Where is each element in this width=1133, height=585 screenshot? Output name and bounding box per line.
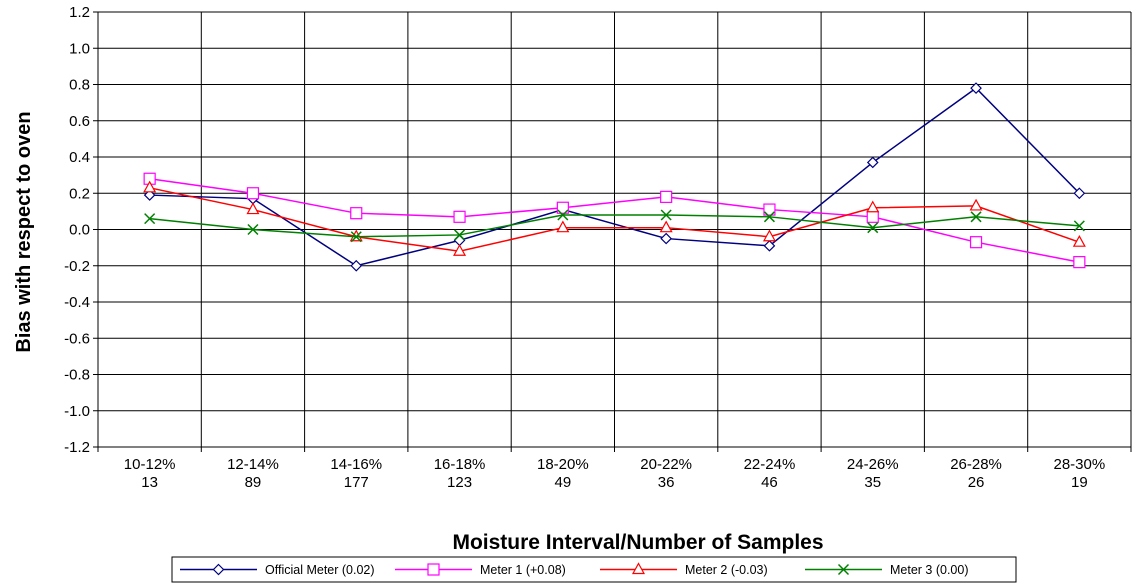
y-tick-label: -0.2 xyxy=(64,258,90,275)
data-point xyxy=(763,211,775,223)
data-point xyxy=(866,200,880,213)
x-tick-label: 26-28% 26 xyxy=(950,456,1002,491)
data-point xyxy=(350,207,363,220)
grid xyxy=(93,11,1132,452)
y-axis-title: Bias with respect to oven xyxy=(13,111,35,352)
x-tick-label: 10-12% 13 xyxy=(124,456,176,491)
x-tick-label: 20-22% 36 xyxy=(640,456,692,491)
data-point xyxy=(247,223,259,236)
y-tick-label: -0.4 xyxy=(64,294,90,311)
y-tick-label: -1.0 xyxy=(64,403,90,420)
y-tick-label: -0.8 xyxy=(64,367,90,384)
x-tick-labels: 10-12% 13 12-14% 89 14-16% 177 16-18% 123 18-20%… xyxy=(124,456,1105,491)
legend-label: Meter 2 (-0.03) xyxy=(685,563,768,577)
legend-label: Meter 3 (0.00) xyxy=(890,563,969,577)
y-tick-label: 1.0 xyxy=(69,40,90,57)
series-2 xyxy=(143,172,1086,269)
legend-marker xyxy=(212,563,225,576)
data-point xyxy=(556,201,569,214)
y-tick-label: 0.0 xyxy=(69,222,90,239)
legend: Official Meter (0.02) Meter 1 (+0.08) Mete… xyxy=(171,556,1017,583)
data-point xyxy=(867,222,879,234)
y-tick-label: -0.6 xyxy=(64,330,90,347)
series-line xyxy=(149,187,1080,253)
data-point xyxy=(1073,220,1085,232)
y-tick-label: -1.2 xyxy=(64,439,90,456)
data-point xyxy=(246,187,260,200)
data-point xyxy=(556,220,570,233)
y-tick-labels: 1.2 1.0 0.8 0.6 0.4 0.2 0.0 -0.2 -0.4 -0.6 -0.8 -1.… xyxy=(64,4,90,456)
data-point xyxy=(970,211,982,223)
x-tick-label: 12-14% 89 xyxy=(227,456,279,491)
data-point xyxy=(1073,256,1086,269)
legend-label: Official Meter (0.02) xyxy=(265,563,375,577)
data-point xyxy=(144,213,156,225)
data-point xyxy=(1073,187,1086,200)
series-line xyxy=(149,178,1080,263)
x-tick-label: 22-24% 46 xyxy=(744,456,796,491)
legend-box xyxy=(171,556,1017,583)
data-point xyxy=(763,203,776,216)
data-point xyxy=(762,229,776,242)
data-point xyxy=(453,244,467,256)
legend-marker xyxy=(631,562,646,575)
x-tick-label: 16-18% 123 xyxy=(434,456,486,491)
series-layer xyxy=(143,82,1086,272)
x-tick-label: 24-26% 35 xyxy=(847,456,899,491)
data-point xyxy=(1072,234,1086,247)
data-point xyxy=(763,239,776,252)
data-point xyxy=(969,236,983,249)
y-tick-label: 1.2 xyxy=(69,4,90,21)
data-point xyxy=(969,198,983,211)
data-point xyxy=(557,209,569,221)
data-point xyxy=(866,156,879,169)
y-tick-label: 0.6 xyxy=(69,113,90,130)
x-axis-title: Moisture Interval/Number of Samples xyxy=(452,531,823,554)
legend-marker xyxy=(837,563,850,576)
y-tick-label: 0.8 xyxy=(69,77,90,94)
series-line xyxy=(149,87,1080,267)
legend-marker xyxy=(427,563,440,576)
x-tick-label: 28-30% 19 xyxy=(1053,456,1105,491)
series-3 xyxy=(143,180,1086,256)
data-point xyxy=(350,259,363,272)
data-point xyxy=(453,234,466,247)
data-point xyxy=(350,231,362,243)
data-point xyxy=(453,210,466,223)
y-tick-label: 0.4 xyxy=(69,149,90,166)
data-point xyxy=(454,229,466,241)
legend-item: Meter 1 (+0.08) xyxy=(395,563,566,577)
legend-label: Meter 1 (+0.08) xyxy=(480,563,566,577)
data-point xyxy=(659,220,673,233)
data-point xyxy=(143,180,157,193)
data-point xyxy=(143,189,156,201)
legend-item: Meter 2 (-0.03) xyxy=(600,562,768,577)
series-4 xyxy=(144,209,1085,243)
y-tick-label: 0.2 xyxy=(69,185,90,202)
legend-item: Official Meter (0.02) xyxy=(180,563,375,577)
legend-item: Meter 3 (0.00) xyxy=(805,563,969,577)
legend-items: Official Meter (0.02) Meter 1 (+0.08) Mete… xyxy=(180,562,969,577)
data-point xyxy=(660,190,673,203)
data-point xyxy=(246,202,260,215)
data-point xyxy=(660,232,672,245)
series-line xyxy=(149,214,1080,238)
x-tick-label: 18-20% 49 xyxy=(537,456,589,491)
data-point xyxy=(970,82,982,94)
x-tick-label: 14-16% 177 xyxy=(330,456,382,491)
data-point xyxy=(866,210,879,223)
data-point xyxy=(660,209,672,221)
